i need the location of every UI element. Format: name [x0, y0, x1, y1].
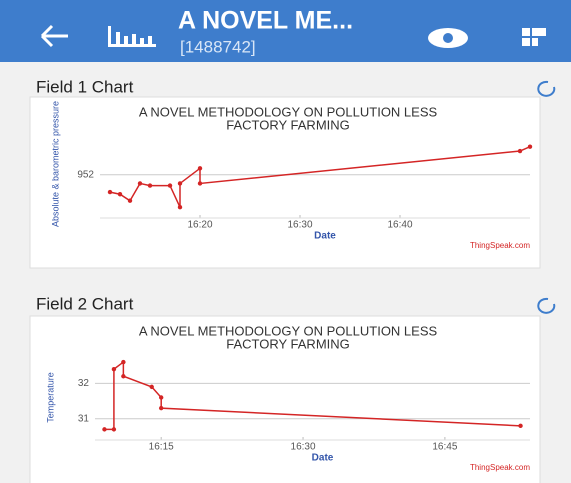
- data-point: [150, 385, 154, 389]
- x-tick-label: 16:45: [432, 442, 457, 453]
- data-point: [159, 395, 163, 399]
- y-axis-label: Absolute & barometric pressure: [50, 101, 60, 227]
- data-point: [198, 166, 202, 170]
- y-tick-label: 31: [78, 413, 90, 424]
- y-tick-label: 32: [78, 378, 90, 389]
- chart-title: FACTORY FARMING: [226, 336, 350, 351]
- data-point: [178, 205, 182, 209]
- data-point: [178, 181, 182, 185]
- refresh-button[interactable]: [538, 299, 554, 313]
- data-point: [148, 183, 152, 187]
- channel-id: [1488742]: [180, 37, 256, 56]
- y-axis-label: Temperature: [45, 372, 55, 423]
- data-point: [168, 183, 172, 187]
- data-point: [518, 424, 522, 428]
- panel-title: Field 1 Chart: [36, 77, 134, 96]
- screen: A NOVEL ME... [1488742] Field 1 ChartA N…: [0, 0, 571, 483]
- panel-title: Field 2 Chart: [36, 294, 134, 313]
- data-point: [121, 374, 125, 378]
- y-tick-label: 952: [77, 169, 94, 180]
- data-point: [112, 367, 116, 371]
- x-tick-label: 16:15: [149, 442, 174, 453]
- data-point: [108, 190, 112, 194]
- view-button[interactable]: [428, 28, 468, 48]
- data-point: [112, 427, 116, 431]
- chart-title: FACTORY FARMING: [226, 117, 350, 132]
- data-point: [128, 199, 132, 203]
- credit: ThingSpeak.com: [470, 463, 530, 472]
- data-point: [159, 406, 163, 410]
- data-point: [198, 181, 202, 185]
- refresh-button[interactable]: [538, 82, 554, 96]
- data-point: [528, 145, 532, 149]
- x-tick-label: 16:30: [287, 220, 312, 231]
- data-point: [118, 192, 122, 196]
- x-tick-label: 16:20: [187, 220, 212, 231]
- x-axis-label: Date: [314, 231, 336, 242]
- data-point: [121, 360, 125, 364]
- x-tick-label: 16:30: [291, 442, 316, 453]
- data-point: [138, 181, 142, 185]
- x-tick-label: 16:40: [387, 220, 412, 231]
- data-point: [518, 149, 522, 153]
- x-axis-label: Date: [312, 453, 334, 464]
- data-point: [102, 427, 106, 431]
- credit: ThingSpeak.com: [470, 241, 530, 250]
- page: A NOVEL ME... [1488742] Field 1 ChartA N…: [0, 0, 571, 483]
- channel-title: A NOVEL ME...: [178, 7, 353, 35]
